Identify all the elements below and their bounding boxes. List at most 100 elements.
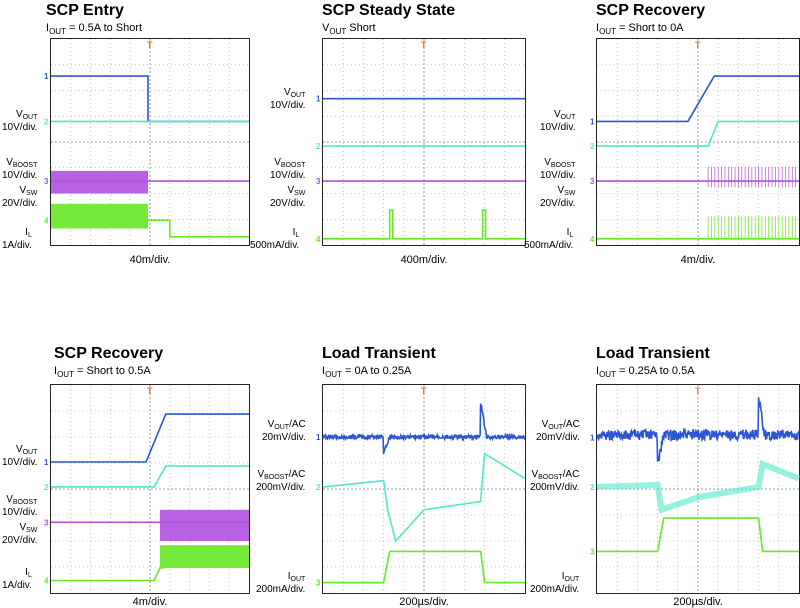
channel-label-scale: 10V/div. (2, 122, 38, 133)
channel-label-subscript: L (27, 232, 32, 239)
panel-subtitle: VOUT Short (322, 22, 376, 36)
panel-subtitle: IOUT = Short to 0A (596, 22, 684, 36)
time-per-division: 400m/div. (400, 254, 448, 266)
channel-label-scale: 10V/div. (2, 170, 38, 181)
channel-label-subscript: OUT (290, 576, 306, 583)
channel-label: VBOOST/AC 200mV/div. (530, 470, 579, 493)
channel-marker: 1 (316, 433, 321, 442)
subtitle-main: I (596, 365, 600, 377)
trace-iout (597, 517, 799, 553)
channel-label-scale: 10V/div. (540, 170, 576, 181)
channel-label-symbol: V (544, 157, 551, 168)
channel-label: VSW 20V/div. (2, 523, 37, 546)
channel-label: IOUT 200mA/div. (256, 572, 305, 595)
channel-label-scale: 1A/div. (2, 580, 32, 591)
trigger-marker: T (421, 40, 427, 50)
trace-vboost-ac (596, 459, 800, 514)
trace-vout (51, 413, 249, 463)
channel-label-subscript: BOOST (538, 474, 563, 481)
channel-marker: 2 (44, 483, 49, 492)
subtitle-rest: = 0.5A to Short (65, 22, 143, 34)
trigger-marker: T (695, 40, 701, 50)
channel-label: IOUT 200mA/div. (530, 572, 579, 595)
channel-label-symbol: I (566, 227, 570, 238)
channel-label: VOUT 10V/div. (540, 110, 575, 133)
channel-label-symbol: V (531, 469, 539, 480)
channel-label-symbol: V (15, 444, 23, 455)
time-per-division: 4m/div. (680, 254, 716, 266)
trace-il (148, 219, 249, 238)
channel-label-subscript: SW (26, 527, 38, 534)
channel-label-subscript: SW (294, 190, 306, 197)
channel-marker: 4 (44, 577, 49, 586)
channel-marker: 4 (44, 216, 49, 225)
channel-marker: 1 (590, 433, 595, 442)
trace-il (323, 209, 525, 240)
channel-marker: 1 (316, 95, 321, 104)
channel-label-scale: 20V/div. (540, 198, 576, 209)
time-per-division: 4m/div. (132, 596, 168, 608)
channel-label: VBOOST 10V/div. (2, 495, 37, 518)
subtitle-subscript: OUT (329, 27, 347, 37)
panel-subtitle: IOUT = 0A to 0.25A (322, 365, 411, 379)
channel-label-symbol: V (541, 419, 549, 430)
trace-il-switching (159, 545, 249, 569)
channel-label-scale: 20V/div. (2, 535, 38, 546)
trace-vsw-switching (51, 170, 149, 194)
channel-label-scale: 20V/div. (270, 198, 306, 209)
channel-label: IL 1A/div. (2, 228, 32, 251)
trace-il-switching (51, 203, 149, 229)
scope-plot: T 1 2 3 4 (590, 39, 799, 245)
channel-label-symbol: V (19, 522, 27, 533)
subtitle-subscript: OUT (57, 370, 74, 380)
trace-vout-ac (596, 397, 800, 462)
channel-label-scale: 200mA/div. (530, 584, 580, 595)
channel-label: VSW 20V/div. (270, 186, 305, 209)
scope-screen: T 1 2 3 (316, 384, 526, 594)
scope-screen: T 1 2 3 4 (316, 38, 526, 246)
panel-title: Load Transient (596, 345, 710, 362)
channel-label-subscript: L (295, 232, 300, 239)
channel-marker: 2 (316, 142, 321, 151)
channel-label-subscript: BOOST (550, 162, 576, 169)
channel-label-subscript: L (27, 572, 32, 579)
channel-label: VOUT/AC 20mV/div. (262, 420, 306, 443)
channel-label-subscript: BOOST (12, 162, 38, 169)
subtitle-rest: = Short to 0A (615, 22, 684, 34)
trace-vout (597, 75, 799, 123)
channel-label-symbol: V (19, 185, 27, 196)
channel-marker: 2 (590, 142, 595, 151)
channel-marker: 3 (44, 518, 49, 527)
channel-label: VBOOST 10V/div. (270, 158, 305, 181)
channel-marker: 3 (316, 579, 321, 588)
panel-title: SCP Recovery (596, 2, 706, 19)
trace-vsw-switching (159, 509, 249, 541)
channel-label-symbol: V (15, 109, 23, 120)
channel-label: VOUT/AC 20mV/div. (536, 420, 580, 443)
channel-label-symbol: V (267, 419, 275, 430)
channel-marker: 1 (44, 72, 49, 81)
channel-label-symbol: V (283, 87, 291, 98)
channel-marker: 3 (44, 177, 49, 186)
trace-vout (51, 75, 249, 123)
subtitle-rest: = 0A to 0.25A (341, 365, 412, 377)
channel-marker: 3 (590, 177, 595, 186)
subtitle-rest: Short (346, 22, 376, 34)
trigger-marker: T (147, 386, 153, 396)
channel-label-scale: 20V/div. (2, 198, 38, 209)
channel-label-symbol: I (25, 567, 28, 578)
channel-label-symbol: I (292, 227, 296, 238)
time-per-division: 200µs/div. (673, 596, 723, 608)
trace-vboost (597, 120, 799, 147)
channel-marker: 3 (590, 547, 595, 556)
channel-label: VBOOST/AC 200mV/div. (256, 470, 305, 493)
trigger-marker: T (421, 386, 427, 396)
channel-label-symbol: V (557, 185, 565, 196)
scope-plot: T 1 2 3 (316, 385, 526, 593)
channel-marker: 1 (590, 117, 595, 126)
channel-label-scale: 10V/div. (270, 100, 306, 111)
trigger-marker: T (147, 40, 153, 50)
channel-label-subscript: OUT (548, 424, 564, 431)
channel-label-suffix: /AC (562, 469, 580, 480)
channel-label-symbol: I (25, 227, 28, 238)
